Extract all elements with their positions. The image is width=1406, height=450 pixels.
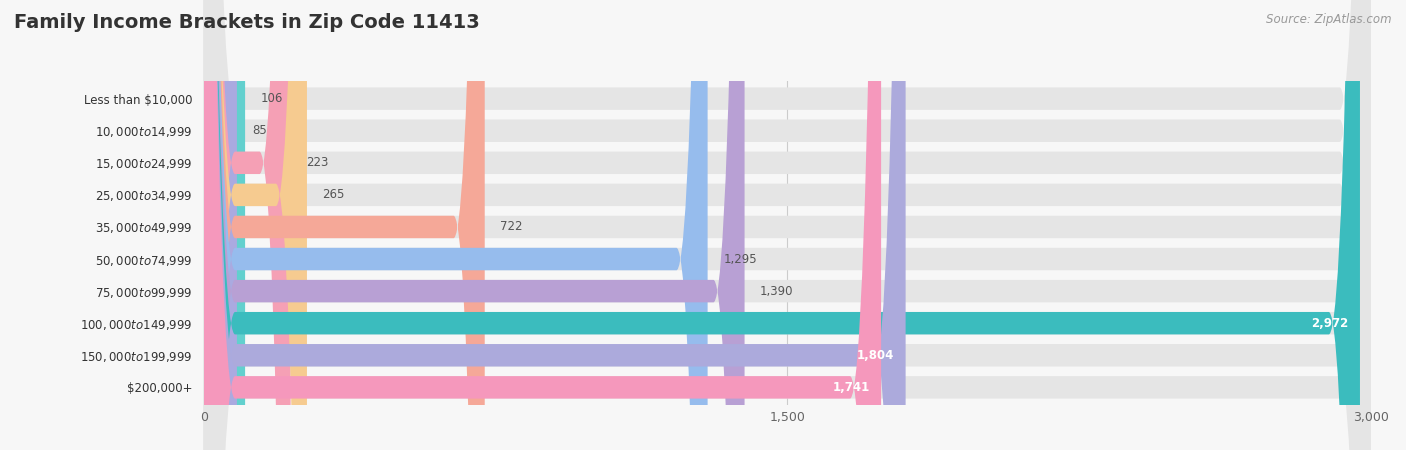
FancyBboxPatch shape	[204, 0, 485, 450]
Text: 2,972: 2,972	[1310, 317, 1348, 330]
Text: Family Income Brackets in Zip Code 11413: Family Income Brackets in Zip Code 11413	[14, 14, 479, 32]
Text: 85: 85	[253, 124, 267, 137]
Text: 1,295: 1,295	[723, 252, 756, 266]
FancyBboxPatch shape	[204, 0, 238, 450]
FancyBboxPatch shape	[204, 0, 1371, 450]
FancyBboxPatch shape	[204, 0, 882, 450]
FancyBboxPatch shape	[204, 0, 291, 450]
Text: 1,390: 1,390	[761, 284, 793, 297]
FancyBboxPatch shape	[204, 0, 1371, 450]
FancyBboxPatch shape	[204, 0, 1371, 450]
FancyBboxPatch shape	[204, 0, 1360, 450]
FancyBboxPatch shape	[204, 0, 245, 450]
FancyBboxPatch shape	[204, 0, 745, 450]
Text: 223: 223	[307, 156, 329, 169]
FancyBboxPatch shape	[204, 0, 1371, 450]
Text: Source: ZipAtlas.com: Source: ZipAtlas.com	[1267, 14, 1392, 27]
FancyBboxPatch shape	[204, 0, 1371, 450]
FancyBboxPatch shape	[204, 0, 1371, 450]
FancyBboxPatch shape	[204, 0, 1371, 450]
Text: 1,741: 1,741	[832, 381, 869, 394]
Text: 1,804: 1,804	[856, 349, 894, 362]
FancyBboxPatch shape	[204, 0, 707, 450]
FancyBboxPatch shape	[204, 0, 1371, 450]
Text: 106: 106	[260, 92, 283, 105]
Text: 722: 722	[501, 220, 523, 234]
FancyBboxPatch shape	[204, 0, 307, 450]
FancyBboxPatch shape	[204, 0, 905, 450]
FancyBboxPatch shape	[204, 0, 1371, 450]
Text: 265: 265	[322, 189, 344, 202]
FancyBboxPatch shape	[204, 0, 1371, 450]
